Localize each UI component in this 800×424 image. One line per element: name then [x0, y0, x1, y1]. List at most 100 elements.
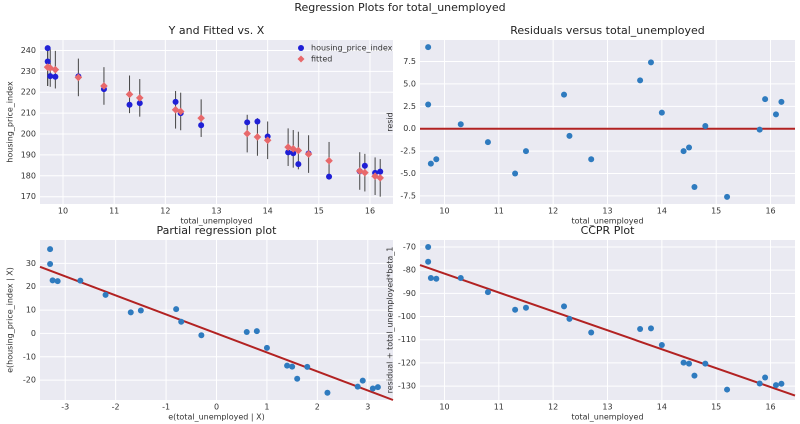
point	[135, 94, 144, 102]
y-axis-label: e(housing_price_index | X)	[6, 267, 15, 373]
x-tick-label: 11	[494, 403, 504, 412]
x-tick-label: 12	[548, 403, 558, 412]
chart-title: Y and Fitted vs. X	[168, 24, 265, 37]
y-tick-label: 190	[21, 150, 36, 159]
point	[354, 383, 361, 390]
x-tick-label: 10	[439, 207, 449, 216]
point	[198, 332, 205, 339]
point	[263, 344, 270, 351]
y-tick-label: -10	[23, 352, 36, 361]
point	[637, 77, 644, 84]
point	[686, 360, 693, 367]
x-tick-label: -3	[61, 403, 69, 412]
y-tick-label: -2.5	[400, 147, 416, 156]
point	[702, 360, 709, 367]
x-tick-label: 13	[211, 207, 221, 216]
point	[425, 44, 432, 51]
y-tick-label: 30	[26, 259, 36, 268]
x-tick-label: 10	[58, 207, 68, 216]
point	[178, 318, 185, 325]
point	[47, 246, 54, 253]
x-tick-label: 2	[315, 403, 320, 412]
x-tick-label: 11	[109, 207, 119, 216]
point	[691, 372, 698, 379]
y-tick-label: -130	[398, 382, 416, 391]
point	[778, 380, 785, 387]
point	[427, 275, 434, 282]
chart-title: CCPR Plot	[581, 224, 636, 237]
point	[433, 156, 440, 163]
x-axis-label: e(total_unemployed | X)	[168, 413, 265, 422]
x-tick-label: 12	[548, 207, 558, 216]
y-tick-label: -110	[398, 335, 416, 344]
point	[522, 304, 529, 311]
point	[171, 105, 180, 114]
point	[637, 326, 644, 333]
point	[77, 277, 84, 284]
y-tick-label: -20	[23, 376, 36, 385]
point	[289, 363, 296, 370]
point	[285, 149, 292, 156]
point	[47, 73, 54, 80]
point	[772, 382, 779, 389]
x-axis-label: total_unemployed	[571, 413, 643, 422]
point	[588, 156, 595, 163]
y-tick-label: 0.0	[403, 124, 416, 133]
point	[756, 380, 763, 387]
y-tick-label: -100	[398, 312, 416, 321]
y-tick-label: 220	[21, 88, 36, 97]
point	[137, 307, 144, 314]
x-tick-label: 16	[365, 207, 375, 216]
y-tick-label: 0	[31, 329, 36, 338]
y-axis-label: housing_price_index	[6, 81, 15, 163]
point	[647, 59, 654, 66]
point	[522, 148, 529, 155]
x-tick-label: -2	[112, 403, 120, 412]
point	[102, 291, 109, 298]
point	[566, 132, 573, 139]
point	[326, 173, 333, 180]
point	[295, 161, 302, 168]
x-tick-label: 14	[657, 207, 667, 216]
legend-marker	[298, 45, 304, 51]
point	[724, 193, 731, 200]
point	[294, 375, 301, 382]
point	[253, 133, 262, 141]
point	[512, 306, 519, 313]
fit-line	[39, 265, 394, 401]
point	[198, 122, 205, 129]
point	[54, 278, 61, 285]
point	[772, 111, 779, 118]
point	[44, 45, 51, 52]
point	[244, 119, 251, 126]
y-tick-label: 230	[21, 67, 36, 76]
point	[125, 90, 134, 99]
point	[376, 174, 385, 182]
point	[512, 170, 519, 177]
point	[686, 144, 693, 151]
point	[355, 167, 364, 175]
y-axis-label: resid	[386, 112, 395, 132]
x-tick-label: 13	[602, 403, 612, 412]
point	[778, 98, 785, 105]
point	[290, 150, 297, 157]
point	[425, 258, 432, 265]
point	[427, 160, 434, 167]
point	[484, 139, 491, 146]
x-tick-label: 11	[494, 207, 504, 216]
x-tick-label: 14	[263, 207, 273, 216]
chart-title: Partial regression plot	[157, 224, 278, 237]
point	[172, 98, 179, 105]
y-tick-label: 7.5	[403, 57, 416, 66]
point	[52, 73, 59, 80]
y-tick-label: 20	[26, 282, 36, 291]
point	[724, 386, 731, 393]
point	[588, 329, 595, 336]
point	[294, 146, 303, 155]
y-tick-label: 210	[21, 109, 36, 118]
point	[658, 342, 665, 349]
point	[359, 377, 366, 384]
point	[136, 100, 143, 107]
point	[425, 243, 432, 250]
point	[647, 325, 654, 332]
